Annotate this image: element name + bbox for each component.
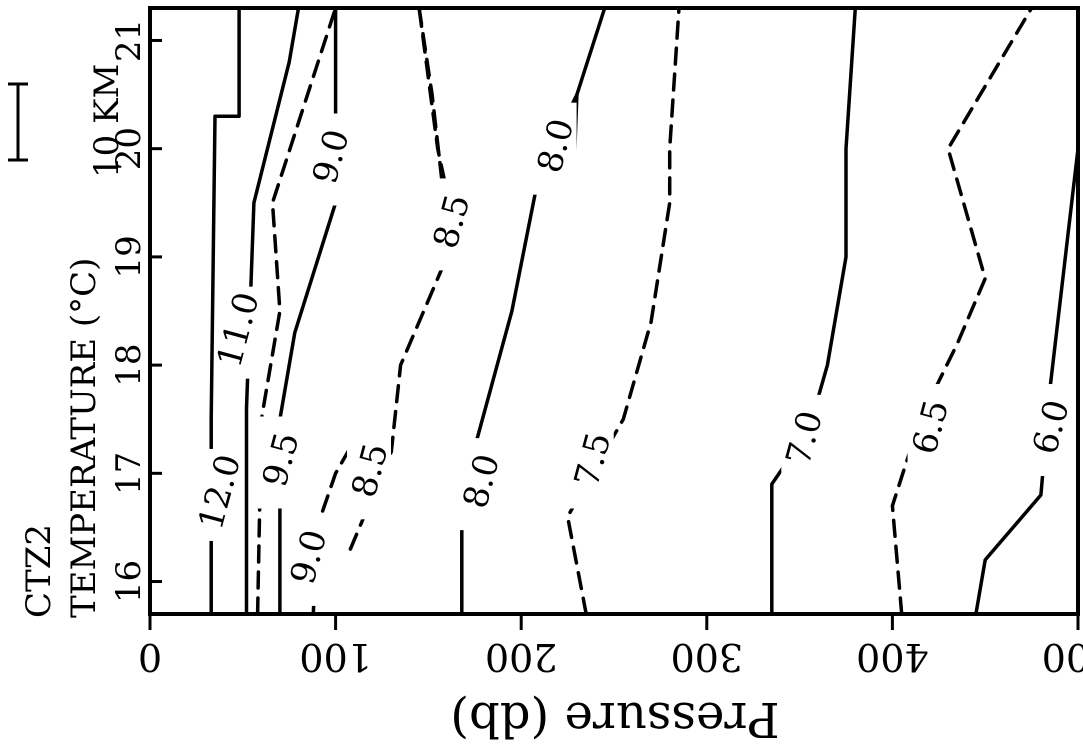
contour-labels: 12.011.09.59.09.08.58.58.08.07.5 7.0 6.5 6.… xyxy=(191,102,1078,606)
contour-label-bg-12 xyxy=(1028,384,1073,477)
x-ticks: 0 100 200 300 400 500 xyxy=(138,614,1083,679)
x-tick-label-1: 100 xyxy=(299,635,372,679)
y-tick-label-1: 17 xyxy=(109,452,149,495)
x-tick-label-5: 500 xyxy=(1042,635,1083,679)
contour-label-bg-3 xyxy=(308,113,353,206)
contour-6.5-11 xyxy=(890,6,1034,616)
y-tick-label-3: 19 xyxy=(109,235,149,278)
contour-6.0-12 xyxy=(974,6,1080,616)
contour-label-bg-2 xyxy=(257,416,302,509)
contour-label-bg-5 xyxy=(347,427,392,520)
contour-lines xyxy=(209,6,1080,616)
title-line-1: CTZ2 xyxy=(19,524,59,618)
contour-7.0-10 xyxy=(770,6,858,616)
contour-label-bg-11 xyxy=(907,384,952,477)
x-tick-label-2: 200 xyxy=(485,635,558,679)
plot-frame xyxy=(148,6,1080,616)
y-ticks: 16 17 18 19 20 21 xyxy=(109,19,162,603)
contour-label-bg-4 xyxy=(285,513,330,606)
x-tick-label-4: 400 xyxy=(856,635,929,679)
contour-label-bg-10 xyxy=(781,394,826,487)
y-tick-label-5: 21 xyxy=(109,19,149,62)
contour-label-bg-8 xyxy=(532,102,577,195)
y-tick-label-0: 16 xyxy=(109,560,149,603)
contour-label-bg-7 xyxy=(458,438,503,531)
x-axis-label: Pressure (db) xyxy=(450,691,779,747)
contour-8.5-6 xyxy=(417,6,445,194)
scale-bar: 10 KM xyxy=(8,64,127,178)
contour-11.0-1 xyxy=(244,6,301,616)
x-tick-label-3: 300 xyxy=(671,635,744,679)
y-tick-label-2: 18 xyxy=(109,343,149,386)
contour-label-bg-1 xyxy=(215,286,260,379)
contour-7.5-9 xyxy=(565,6,681,616)
title-line-2: TEMPERATURE (°C) xyxy=(64,258,104,618)
scale-label: 10 KM xyxy=(87,64,127,178)
contour-label-bg-9 xyxy=(569,416,614,509)
contour-label-bg-0 xyxy=(196,448,241,541)
x-tick-label-0: 0 xyxy=(138,635,162,679)
contour-label-bg-6 xyxy=(428,178,473,271)
y-tick-label-4: 20 xyxy=(109,127,149,170)
chart-title: CTZ2 TEMPERATURE (°C) xyxy=(19,258,104,618)
